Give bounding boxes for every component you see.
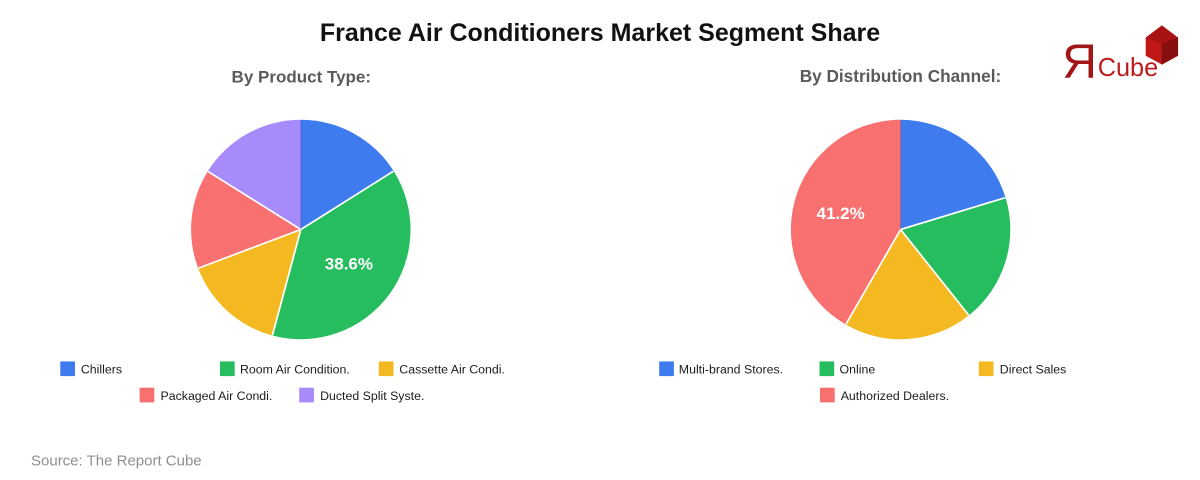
svg-text:Room Air Condition.: Room Air Condition. — [240, 363, 350, 377]
svg-text:Cassette Air Condi.: Cassette Air Condi. — [399, 363, 505, 377]
svg-text:41.2%: 41.2% — [816, 204, 864, 223]
svg-text:Я: Я — [1062, 36, 1097, 89]
svg-text:Chillers: Chillers — [81, 363, 122, 377]
svg-text:38.6%: 38.6% — [325, 255, 373, 274]
svg-text:France Air Conditioners Market: France Air Conditioners Market Segment S… — [320, 19, 880, 47]
svg-text:Source: The Report Cube: Source: The Report Cube — [31, 452, 202, 469]
svg-text:Multi-brand Stores.: Multi-brand Stores. — [679, 363, 783, 377]
svg-text:Packaged Air Condi.: Packaged Air Condi. — [161, 389, 273, 403]
svg-text:Authorized Dealers.: Authorized Dealers. — [841, 389, 949, 403]
svg-text:By Distribution Channel:: By Distribution Channel: — [800, 66, 1001, 86]
svg-text:Ducted Split Syste.: Ducted Split Syste. — [320, 389, 424, 403]
svg-text:Direct Sales: Direct Sales — [1000, 363, 1067, 377]
svg-text:Online: Online — [840, 363, 876, 377]
svg-text:By Product Type:: By Product Type: — [232, 67, 371, 86]
